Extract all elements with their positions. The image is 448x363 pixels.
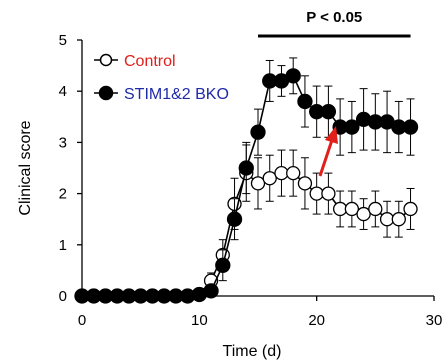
data-point <box>344 201 360 217</box>
data-point <box>309 186 324 201</box>
data-point <box>356 206 371 222</box>
data-point <box>344 119 360 135</box>
y-axis-title: Clinical score <box>17 120 34 215</box>
data-point <box>262 171 277 186</box>
data-point <box>321 186 336 201</box>
legend-marker-bko <box>98 85 114 101</box>
significance-label: P < 0.05 <box>306 9 362 26</box>
y-tick-label: 2 <box>59 186 67 203</box>
legend-marker-control <box>99 53 113 67</box>
data-point <box>286 165 301 181</box>
data-point <box>368 201 383 217</box>
legend: Control STIM1&2 BKO <box>94 53 229 103</box>
y-tick-label: 0 <box>59 288 67 305</box>
legend-item-bko: STIM1&2 BKO <box>94 85 229 103</box>
data-point <box>403 201 418 217</box>
data-point <box>226 211 243 227</box>
data-point <box>332 201 348 217</box>
y-tick-label: 5 <box>59 32 67 49</box>
data-point <box>297 93 313 110</box>
data-point <box>250 176 266 191</box>
legend-label-control: Control <box>124 53 176 70</box>
data-point <box>297 176 313 191</box>
y-tick-label: 1 <box>59 237 67 254</box>
x-ticks: 0 10 20 30 <box>78 296 443 329</box>
annotation-arrow <box>318 126 338 177</box>
x-tick-label: 20 <box>308 312 325 329</box>
x-axis-title: Time (d) <box>223 343 282 360</box>
x-tick-label: 0 <box>78 312 86 329</box>
data-point <box>203 283 219 299</box>
arrow-head <box>325 126 338 144</box>
series-bko <box>74 57 419 304</box>
series-layer <box>74 57 419 304</box>
data-point <box>238 160 254 176</box>
y-tick-label: 3 <box>59 134 67 151</box>
data-point <box>285 68 301 84</box>
data-point <box>402 119 419 135</box>
y-tick-label: 4 <box>59 83 67 100</box>
legend-label-bko: STIM1&2 BKO <box>124 86 229 103</box>
data-point <box>274 165 289 181</box>
arrow-shaft <box>318 139 334 177</box>
x-tick-label: 30 <box>426 312 443 329</box>
x-tick-label: 10 <box>191 312 208 329</box>
data-point <box>379 212 395 227</box>
y-ticks: 0 1 2 3 4 5 <box>59 32 82 305</box>
legend-item-control: Control <box>94 53 176 70</box>
data-point <box>391 212 406 227</box>
data-point <box>250 124 266 140</box>
data-point <box>215 257 231 273</box>
data-point <box>320 104 337 120</box>
